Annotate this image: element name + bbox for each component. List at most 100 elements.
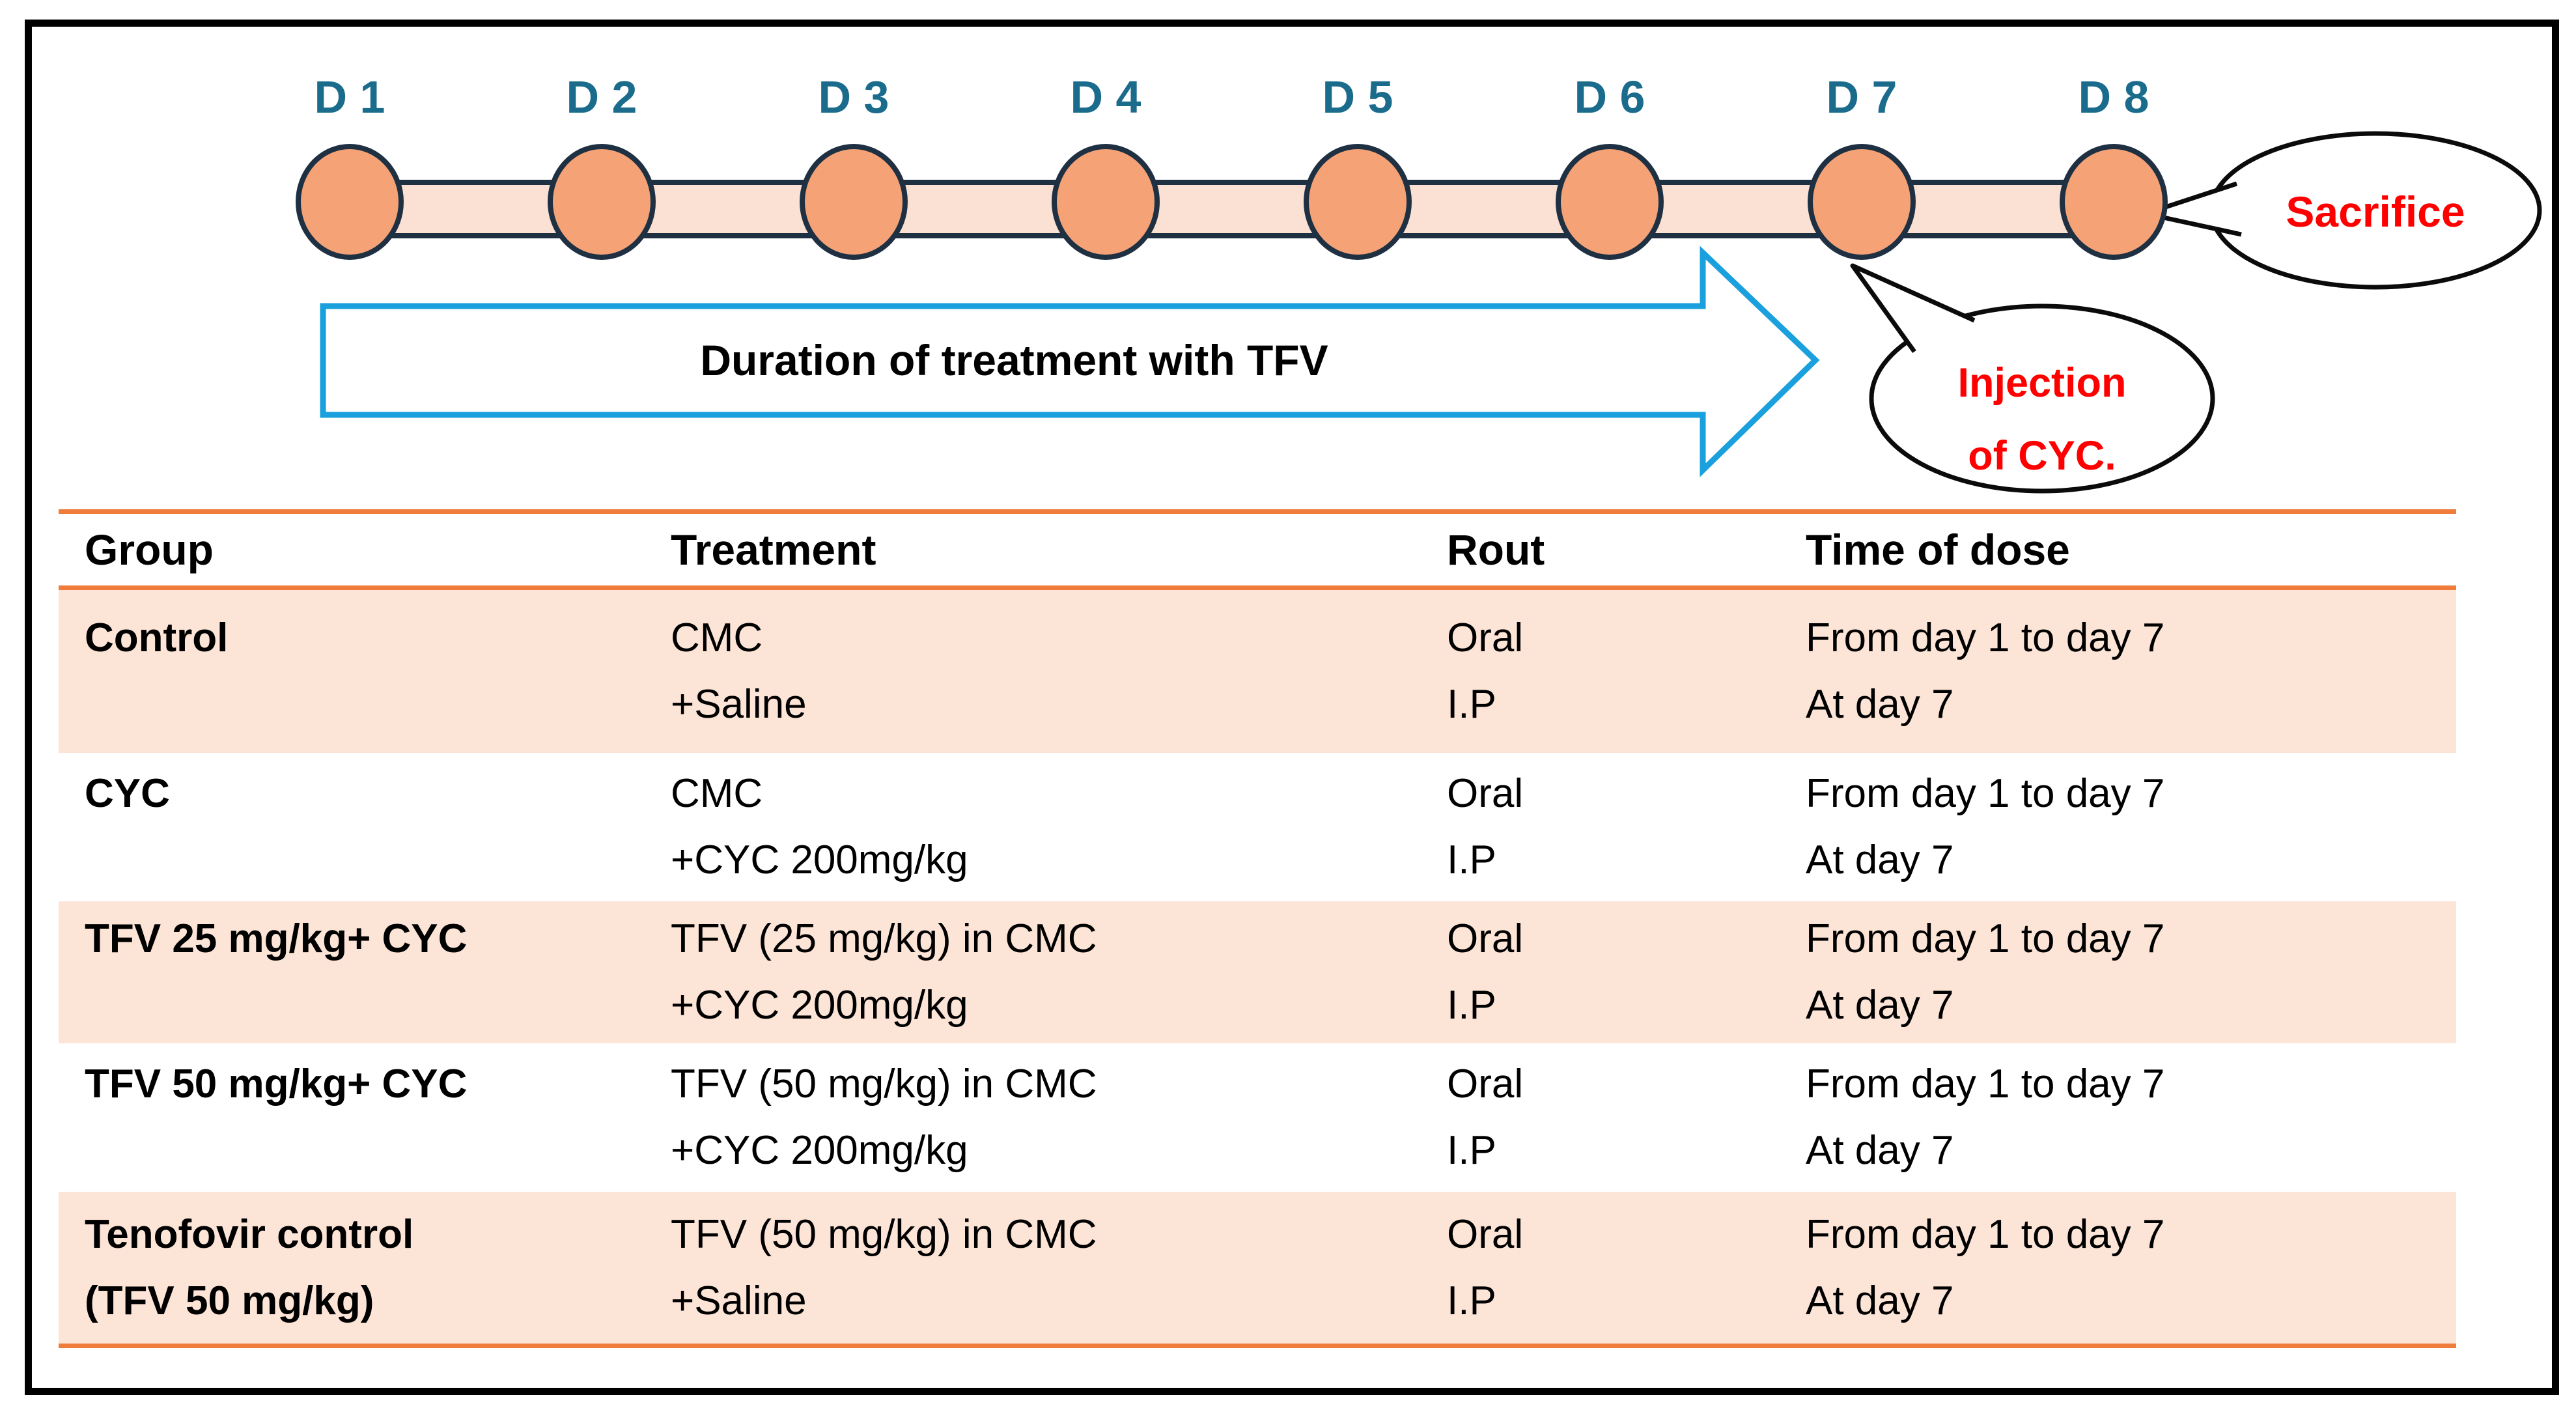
day-marker (1304, 144, 1412, 260)
column-header: Group (85, 526, 214, 574)
rout-cell: Oral I.P (1421, 901, 1780, 1043)
time_of_dose-line: From day 1 to day 7 (1806, 771, 2165, 816)
treatment-line: CMC (671, 615, 763, 660)
day-marker (296, 144, 404, 260)
day-label: D 1 (314, 72, 385, 122)
rout-cell: Oral I.P (1421, 753, 1780, 901)
group-line (85, 827, 645, 894)
injection-bubble-tail (1850, 263, 1976, 354)
treatment-line: TFV (50 mg/kg) in CMC (671, 1062, 1097, 1106)
rout-line: I.P (1447, 838, 1496, 882)
time_of_dose-line: At day 7 (1806, 838, 1954, 882)
rout-cell: Oral I.P (1421, 590, 1780, 753)
treatment-cell: TFV (50 mg/kg) in CMC +Saline (645, 1192, 1421, 1344)
time_of_dose-line: At day 7 (1806, 682, 1954, 727)
sacrifice-label: Sacrifice (2286, 188, 2465, 236)
group-line (85, 972, 645, 1039)
column-header: Time of dose (1806, 526, 2070, 574)
table-header-row: Group Treatment Rout Time of dose (59, 509, 2456, 590)
column-header: Rout (1447, 526, 1545, 574)
treatment-line: +CYC 200mg/kg (671, 838, 968, 882)
day-marker (800, 144, 908, 260)
rout-cell: Oral I.P (1421, 1192, 1780, 1344)
day-label: D 2 (566, 72, 637, 122)
injection-label: Injection of CYC. (1879, 346, 2205, 492)
duration-arrow-label: Duration of treatment with TFV (700, 336, 1328, 384)
table-row: TFV 50 mg/kg+ CYC TFV (50 mg/kg) in CMC +… (59, 1043, 2456, 1192)
treatment-line: +CYC 200mg/kg (671, 983, 968, 1028)
time_of_dose-line: From day 1 to day 7 (1806, 1211, 2165, 1257)
time_of_dose-line: At day 7 (1806, 1128, 1954, 1173)
group-cell: CYC (59, 753, 645, 901)
treatment-line: +Saline (671, 1278, 807, 1323)
group-line: Tenofovir control (85, 1211, 414, 1257)
dosing-schedule-table: Group Treatment Rout Time of dose Control C… (59, 509, 2456, 1348)
rout-line: I.P (1447, 983, 1496, 1028)
group-line: Control (85, 615, 229, 660)
day-marker (1556, 144, 1664, 260)
group-cell: TFV 25 mg/kg+ CYC (59, 901, 645, 1043)
day-label: D 6 (1574, 72, 1645, 122)
time_of_dose-line: At day 7 (1806, 983, 1954, 1028)
column-header: Treatment (671, 526, 876, 574)
day-marker (1808, 144, 1916, 260)
rout-line: Oral (1447, 916, 1524, 961)
treatment-cell: TFV (25 mg/kg) in CMC +CYC 200mg/kg (645, 901, 1421, 1043)
day-markers (296, 144, 2168, 260)
group-line (85, 1118, 645, 1184)
group-cell: Tenofovir control (TFV 50 mg/kg) (59, 1192, 645, 1344)
rout-line: Oral (1447, 1062, 1524, 1106)
group-line: (TFV 50 mg/kg) (85, 1278, 374, 1323)
group-line: TFV 50 mg/kg+ CYC (85, 1062, 468, 1106)
table-bottom-rule (59, 1344, 2456, 1348)
time_of_dose-cell: From day 1 to day 7 At day 7 (1780, 590, 2456, 753)
rout-cell: Oral I.P (1421, 1043, 1780, 1192)
table-body: Control CMC +Saline Oral I.P From day 1 to d… (59, 590, 2456, 1344)
day-marker (2060, 144, 2168, 260)
group-line: TFV 25 mg/kg+ CYC (85, 916, 468, 961)
rout-line: Oral (1447, 771, 1524, 816)
time_of_dose-line: At day 7 (1806, 1278, 1954, 1323)
rout-line: I.P (1447, 1278, 1496, 1323)
day-marker (548, 144, 656, 260)
treatment-line: +Saline (671, 682, 807, 727)
day-label: D 8 (2078, 72, 2149, 122)
treatment-line: CMC (671, 771, 763, 816)
group-cell: TFV 50 mg/kg+ CYC (59, 1043, 645, 1192)
table-row: CYC CMC +CYC 200mg/kg Oral I.P From day 1 to… (59, 753, 2456, 901)
treatment-line: TFV (25 mg/kg) in CMC (671, 916, 1097, 961)
time_of_dose-cell: From day 1 to day 7 At day 7 (1780, 1192, 2456, 1344)
time_of_dose-cell: From day 1 to day 7 At day 7 (1780, 901, 2456, 1043)
duration-arrow (320, 246, 1820, 477)
figure-border-frame (25, 20, 2559, 1395)
day-label: D 7 (1826, 72, 1897, 122)
injection-label-line1: Injection (1957, 360, 2127, 406)
day-label: D 5 (1322, 72, 1393, 122)
group-cell: Control (59, 590, 645, 753)
treatment-line: TFV (50 mg/kg) in CMC (671, 1211, 1097, 1257)
table-row: Control CMC +Saline Oral I.P From day 1 to d… (59, 590, 2456, 753)
day-marker (1052, 144, 1160, 260)
day-label: D 3 (818, 72, 889, 122)
rout-line: Oral (1447, 615, 1524, 660)
time_of_dose-line: From day 1 to day 7 (1806, 615, 2165, 660)
day-label: D 4 (1070, 72, 1141, 122)
group-line (85, 671, 645, 738)
time_of_dose-line: From day 1 to day 7 (1806, 916, 2165, 961)
treatment-cell: TFV (50 mg/kg) in CMC +CYC 200mg/kg (645, 1043, 1421, 1192)
table-row: TFV 25 mg/kg+ CYC TFV (25 mg/kg) in CMC +… (59, 901, 2456, 1043)
time_of_dose-cell: From day 1 to day 7 At day 7 (1780, 753, 2456, 901)
treatment-cell: CMC +CYC 200mg/kg (645, 753, 1421, 901)
time_of_dose-cell: From day 1 to day 7 At day 7 (1780, 1043, 2456, 1192)
treatment-cell: CMC +Saline (645, 590, 1421, 753)
rout-line: I.P (1447, 1128, 1496, 1173)
rout-line: I.P (1447, 682, 1496, 727)
injection-bubble (1869, 303, 2215, 494)
table-row: Tenofovir control (TFV 50 mg/kg) TFV (50 m… (59, 1192, 2456, 1344)
time_of_dose-line: From day 1 to day 7 (1806, 1062, 2165, 1106)
injection-label-line2: of CYC. (1968, 433, 2116, 479)
treatment-line: +CYC 200mg/kg (671, 1128, 968, 1173)
rout-line: Oral (1447, 1211, 1524, 1257)
